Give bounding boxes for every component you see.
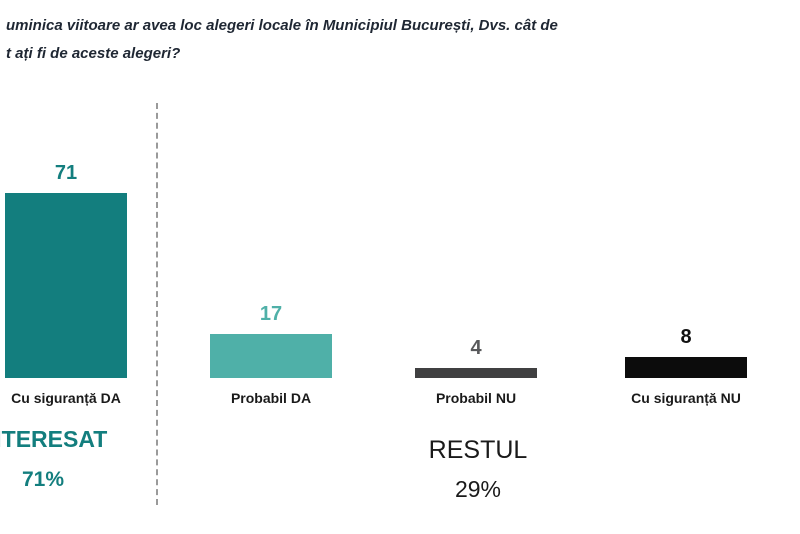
bar <box>625 357 747 378</box>
group-summary-interesat: INTERESAT 71% <box>0 426 118 492</box>
chart-title-line2: t ați fi de aceste alegeri? <box>6 45 181 62</box>
group-label-restul: RESTUL <box>428 436 528 464</box>
group-value-interesat: 71% <box>21 468 65 491</box>
bar-area: 17 <box>210 140 332 378</box>
bar-column-cu-siguranta-da: 71 Cu siguranță DA <box>5 140 127 406</box>
bar-value-label: 8 <box>680 326 692 348</box>
bar-column-probabil-nu: 4 Probabil NU <box>415 140 537 406</box>
bar-value-label: 17 <box>259 303 283 325</box>
bar-area: 71 <box>5 140 127 378</box>
group-value-restul: 29% <box>454 476 502 502</box>
bar-category-label: Probabil DA <box>230 390 312 406</box>
bar-area: 8 <box>625 140 747 378</box>
bar-area: 4 <box>415 140 537 378</box>
bar-category-label: Probabil NU <box>435 390 517 406</box>
bar-column-cu-siguranta-nu: 8 Cu siguranță NU <box>625 140 747 406</box>
group-label-interesat: INTERESAT <box>0 426 108 452</box>
bar-value-label: 71 <box>54 162 78 184</box>
bar <box>5 193 127 378</box>
chart-title-line1: uminica viitoare ar avea loc alegeri loc… <box>6 17 558 34</box>
bar <box>415 368 537 378</box>
bar-column-probabil-da: 17 Probabil DA <box>210 140 332 406</box>
chart-title: uminica viitoare ar avea loc alegeri loc… <box>6 12 558 68</box>
group-summary-restul: RESTUL 29% <box>388 436 568 503</box>
group-separator-dashed-line <box>156 103 158 505</box>
bar-value-label: 4 <box>470 337 482 359</box>
bar-category-label: Cu siguranță NU <box>631 390 741 406</box>
bar <box>210 334 332 378</box>
bar-category-label: Cu siguranță DA <box>11 390 121 406</box>
